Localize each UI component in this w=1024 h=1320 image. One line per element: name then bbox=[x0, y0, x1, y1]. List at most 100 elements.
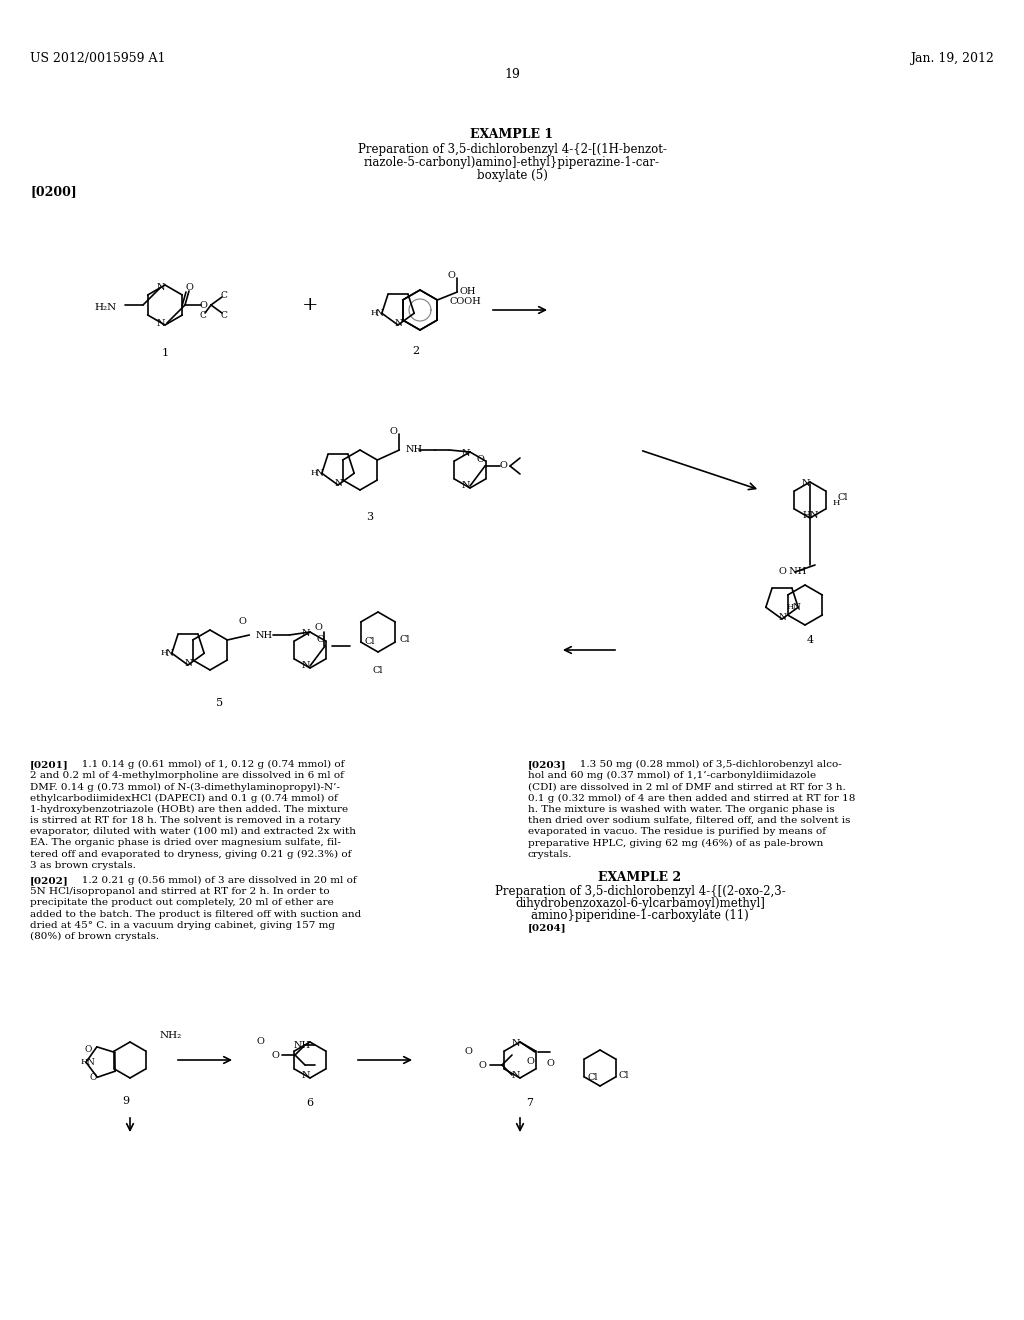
Text: 6: 6 bbox=[306, 1098, 313, 1107]
Text: C: C bbox=[200, 310, 207, 319]
Text: N: N bbox=[394, 318, 402, 327]
Text: N: N bbox=[793, 603, 800, 611]
Text: N: N bbox=[157, 282, 165, 292]
Text: O: O bbox=[239, 618, 246, 627]
Text: H: H bbox=[370, 309, 378, 317]
Text: O: O bbox=[89, 1073, 97, 1082]
Text: Cl: Cl bbox=[588, 1072, 598, 1081]
Text: evaporated in vacuo. The residue is purified by means of: evaporated in vacuo. The residue is puri… bbox=[528, 828, 826, 836]
Text: O: O bbox=[256, 1038, 264, 1047]
Text: H₂N: H₂N bbox=[95, 302, 117, 312]
Text: then dried over sodium sulfate, filtered off, and the solvent is: then dried over sodium sulfate, filtered… bbox=[528, 816, 850, 825]
Text: 7: 7 bbox=[526, 1098, 534, 1107]
Text: H: H bbox=[802, 511, 810, 520]
Text: EXAMPLE 2: EXAMPLE 2 bbox=[598, 871, 682, 884]
Text: Jan. 19, 2012: Jan. 19, 2012 bbox=[910, 51, 994, 65]
Text: ethylcarbodiimidexHCl (DAPECI) and 0.1 g (0.74 mmol) of: ethylcarbodiimidexHCl (DAPECI) and 0.1 g… bbox=[30, 793, 338, 803]
Text: H: H bbox=[833, 499, 841, 507]
Text: +: + bbox=[302, 296, 318, 314]
Text: O: O bbox=[464, 1048, 472, 1056]
Text: N: N bbox=[512, 1072, 520, 1081]
Text: h. The mixture is washed with water. The organic phase is: h. The mixture is washed with water. The… bbox=[528, 805, 835, 814]
Text: H: H bbox=[310, 469, 317, 478]
Text: C: C bbox=[220, 310, 227, 319]
Text: boxylate (5): boxylate (5) bbox=[476, 169, 548, 182]
Text: COOH: COOH bbox=[450, 297, 481, 306]
Text: N: N bbox=[778, 612, 786, 622]
Text: [0200]: [0200] bbox=[30, 185, 77, 198]
Text: N: N bbox=[802, 479, 810, 488]
Text: Cl: Cl bbox=[399, 635, 410, 644]
Text: is stirred at RT for 18 h. The solvent is removed in a rotary: is stirred at RT for 18 h. The solvent i… bbox=[30, 816, 341, 825]
Text: N: N bbox=[86, 1057, 94, 1067]
Text: N: N bbox=[302, 1072, 310, 1081]
Text: 1-hydroxybenzotriazole (HOBt) are then added. The mixture: 1-hydroxybenzotriazole (HOBt) are then a… bbox=[30, 805, 348, 814]
Text: N: N bbox=[512, 1040, 520, 1048]
Text: crystals.: crystals. bbox=[528, 850, 572, 858]
Text: Cl: Cl bbox=[365, 638, 375, 647]
Text: O: O bbox=[199, 301, 207, 309]
Text: N: N bbox=[334, 479, 342, 487]
Text: 9: 9 bbox=[123, 1096, 130, 1106]
Text: O: O bbox=[185, 284, 193, 293]
Text: riazole-5-carbonyl)amino]-ethyl}piperazine-1-car-: riazole-5-carbonyl)amino]-ethyl}piperazi… bbox=[364, 156, 660, 169]
Text: N: N bbox=[810, 511, 818, 520]
Text: 1: 1 bbox=[162, 348, 169, 358]
Text: O: O bbox=[526, 1057, 534, 1067]
Text: 4: 4 bbox=[807, 635, 813, 645]
Text: Preparation of 3,5-dichlorobenzyl 4-{2-[(1H-benzot-: Preparation of 3,5-dichlorobenzyl 4-{2-[… bbox=[357, 143, 667, 156]
Text: NH: NH bbox=[294, 1040, 310, 1049]
Text: 2 and 0.2 ml of 4-methylmorpholine are dissolved in 6 ml of: 2 and 0.2 ml of 4-methylmorpholine are d… bbox=[30, 771, 344, 780]
Text: N: N bbox=[157, 318, 165, 327]
Text: 1.2 0.21 g (0.56 mmol) of 3 are dissolved in 20 ml of: 1.2 0.21 g (0.56 mmol) of 3 are dissolve… bbox=[72, 876, 356, 886]
Text: NH₂: NH₂ bbox=[160, 1031, 182, 1040]
Text: 5N HCl/isopropanol and stirred at RT for 2 h. In order to: 5N HCl/isopropanol and stirred at RT for… bbox=[30, 887, 330, 896]
Text: N: N bbox=[462, 450, 470, 458]
Text: dried at 45° C. in a vacuum drying cabinet, giving 157 mg: dried at 45° C. in a vacuum drying cabin… bbox=[30, 921, 335, 929]
Text: precipitate the product out completely, 20 ml of ether are: precipitate the product out completely, … bbox=[30, 899, 334, 907]
Text: O: O bbox=[316, 635, 324, 644]
Text: O: O bbox=[476, 455, 484, 465]
Text: Cl: Cl bbox=[618, 1071, 629, 1080]
Text: [0204]: [0204] bbox=[528, 923, 566, 932]
Text: H: H bbox=[160, 649, 168, 657]
Text: O: O bbox=[546, 1060, 554, 1068]
Text: N: N bbox=[376, 309, 384, 318]
Text: [0203]: [0203] bbox=[528, 760, 566, 770]
Text: Preparation of 3,5-dichlorobenzyl 4-{[(2-oxo-2,3-: Preparation of 3,5-dichlorobenzyl 4-{[(2… bbox=[495, 884, 785, 898]
Text: NH: NH bbox=[255, 631, 272, 639]
Text: preparative HPLC, giving 62 mg (46%) of as pale-brown: preparative HPLC, giving 62 mg (46%) of … bbox=[528, 838, 823, 847]
Text: O: O bbox=[271, 1051, 279, 1060]
Text: dihydrobenzoxazol-6-ylcarbamoyl)methyl]: dihydrobenzoxazol-6-ylcarbamoyl)methyl] bbox=[515, 896, 765, 909]
Text: N: N bbox=[302, 661, 310, 671]
Text: EXAMPLE 1: EXAMPLE 1 bbox=[470, 128, 554, 141]
Text: Cl: Cl bbox=[838, 494, 849, 503]
Text: [0201]: [0201] bbox=[30, 760, 69, 770]
Text: DMF. 0.14 g (0.73 mmol) of N-(3-dimethylaminopropyl)-N’-: DMF. 0.14 g (0.73 mmol) of N-(3-dimethyl… bbox=[30, 783, 340, 792]
Text: C: C bbox=[220, 290, 227, 300]
Text: O: O bbox=[314, 623, 322, 632]
Text: 1.1 0.14 g (0.61 mmol) of 1, 0.12 g (0.74 mmol) of: 1.1 0.14 g (0.61 mmol) of 1, 0.12 g (0.7… bbox=[72, 760, 344, 770]
Text: O: O bbox=[499, 462, 507, 470]
Text: EA. The organic phase is dried over magnesium sulfate, fil-: EA. The organic phase is dried over magn… bbox=[30, 838, 341, 847]
Text: 0.1 g (0.32 mmol) of 4 are then added and stirred at RT for 18: 0.1 g (0.32 mmol) of 4 are then added an… bbox=[528, 793, 855, 803]
Text: N: N bbox=[166, 648, 174, 657]
Text: US 2012/0015959 A1: US 2012/0015959 A1 bbox=[30, 51, 166, 65]
Text: O: O bbox=[478, 1060, 486, 1069]
Text: H: H bbox=[80, 1059, 88, 1067]
Text: O: O bbox=[447, 271, 456, 280]
Text: 1.3 50 mg (0.28 mmol) of 3,5-dichlorobenzyl alco-: 1.3 50 mg (0.28 mmol) of 3,5-dichloroben… bbox=[570, 760, 842, 770]
Text: 5: 5 bbox=[216, 698, 223, 708]
Text: (80%) of brown crystals.: (80%) of brown crystals. bbox=[30, 932, 159, 941]
Text: OH: OH bbox=[460, 286, 476, 296]
Text: hol and 60 mg (0.37 mmol) of 1,1’-carbonyldiimidazole: hol and 60 mg (0.37 mmol) of 1,1’-carbon… bbox=[528, 771, 816, 780]
Text: (CDI) are dissolved in 2 ml of DMF and stirred at RT for 3 h.: (CDI) are dissolved in 2 ml of DMF and s… bbox=[528, 783, 846, 792]
Text: 2: 2 bbox=[413, 346, 420, 356]
Text: N: N bbox=[462, 482, 470, 491]
Text: O: O bbox=[84, 1045, 92, 1055]
Text: 19: 19 bbox=[504, 69, 520, 81]
Text: tered off and evaporated to dryness, giving 0.21 g (92.3%) of: tered off and evaporated to dryness, giv… bbox=[30, 850, 351, 859]
Text: added to the batch. The product is filtered off with suction and: added to the batch. The product is filte… bbox=[30, 909, 361, 919]
Text: O: O bbox=[389, 426, 397, 436]
Text: H: H bbox=[786, 603, 794, 611]
